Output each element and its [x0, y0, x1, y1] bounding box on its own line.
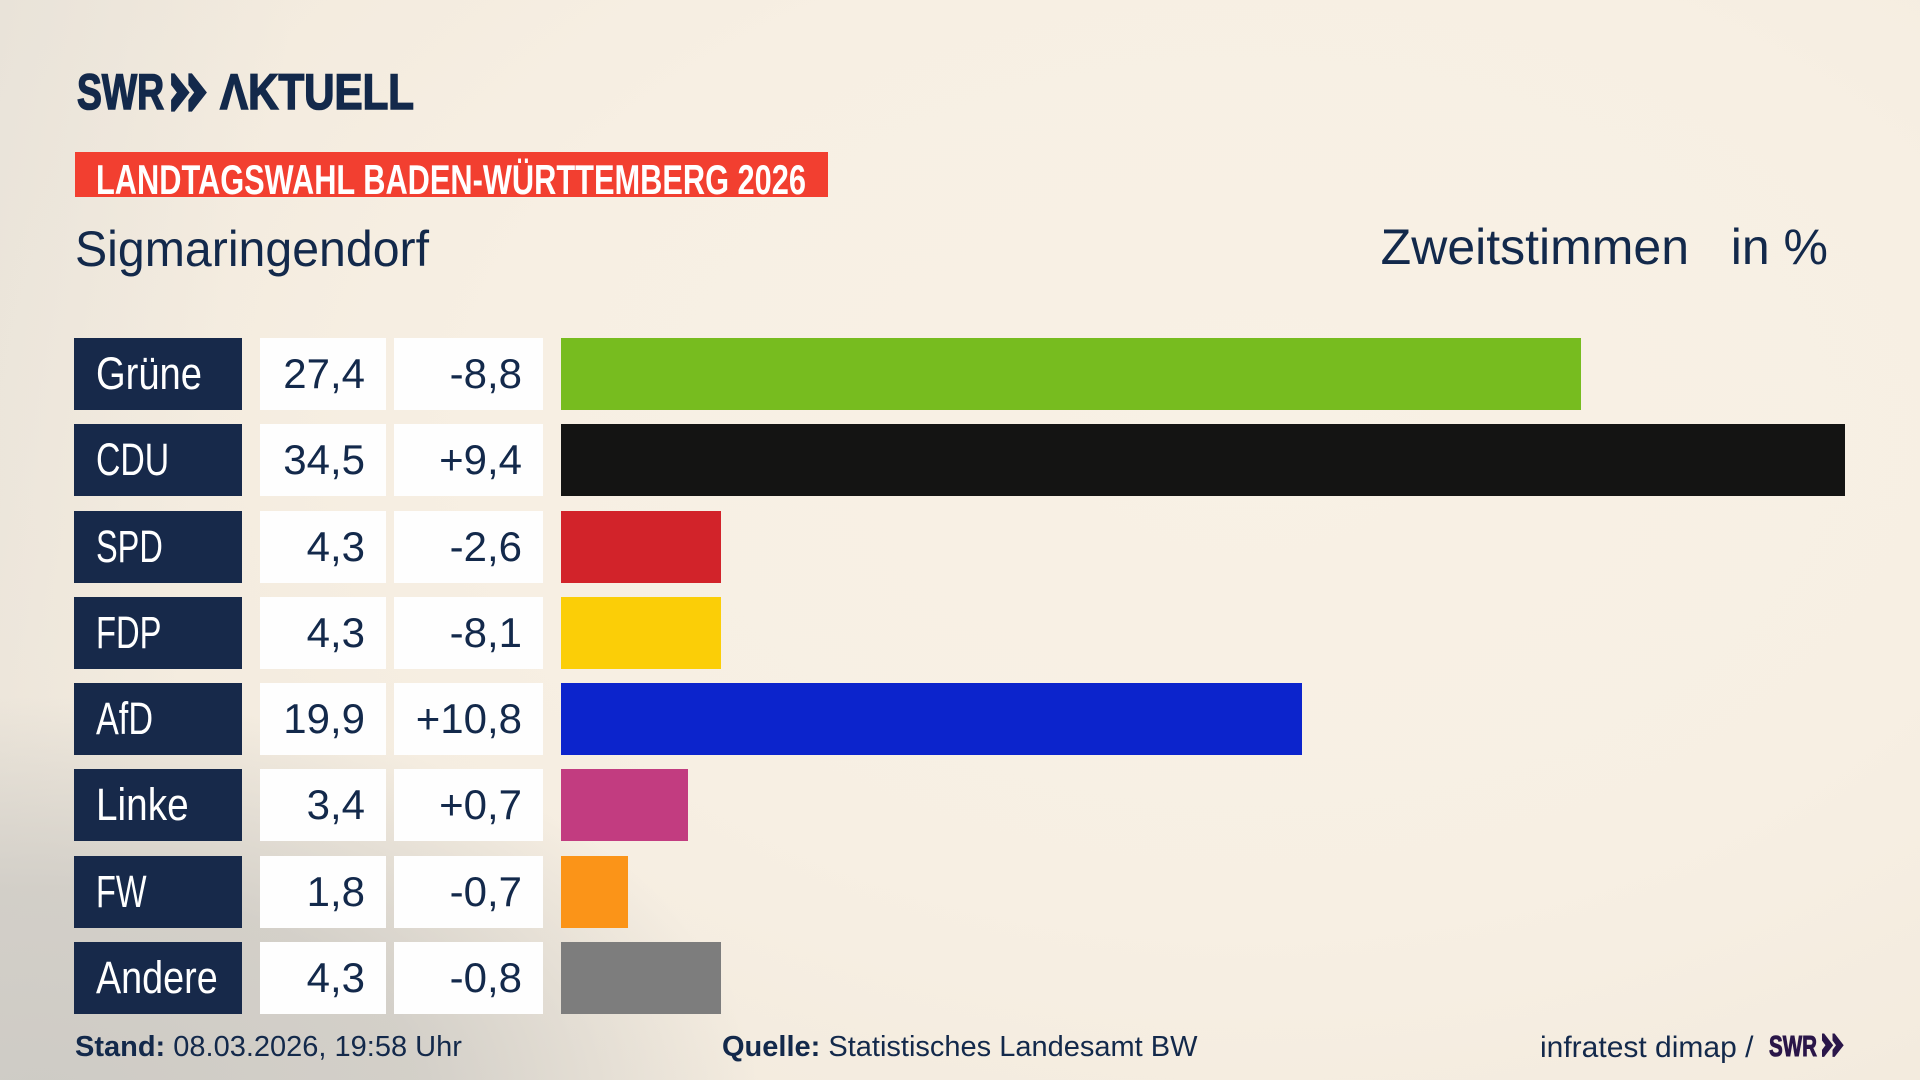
svg-text:LANDTAGSWAHL BADEN-WÜRTTEMBERG: LANDTAGSWAHL BADEN-WÜRTTEMBERG 2026 [96, 156, 806, 203]
svg-text:ΛKTUELL: ΛKTUELL [220, 64, 414, 120]
svg-text:SWR: SWR [1769, 1031, 1817, 1063]
svg-text:SWR: SWR [77, 64, 164, 120]
